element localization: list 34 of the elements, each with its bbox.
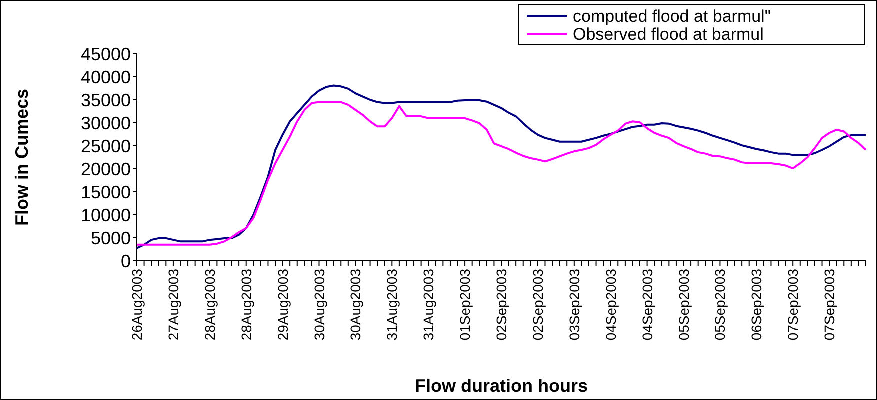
x-tick-label: 30Aug2003 (311, 268, 328, 341)
legend-label: computed flood at barmul" (573, 6, 771, 26)
y-tick-label: 45000 (80, 44, 131, 64)
x-tick-label: 05Sep2003 (676, 268, 692, 341)
y-tick-label: 40000 (80, 67, 131, 88)
x-tick-label: 05Sep2003 (712, 268, 728, 341)
x-tick-label: 27Aug2003 (165, 268, 182, 341)
legend-label: Observed flood at barmul (573, 24, 764, 44)
x-tick-label: 31Aug2003 (420, 268, 437, 341)
x-tick-label: 04Sep2003 (639, 268, 656, 341)
x-tick-label: 06Sep2003 (748, 268, 765, 341)
x-axis-title: Flow duration hours (415, 376, 588, 396)
x-tick-label: 30Aug2003 (348, 268, 364, 341)
y-tick-label: 5000 (90, 228, 131, 248)
x-tick-label: 03Sep2003 (566, 268, 582, 341)
y-tick-label: 35000 (80, 90, 131, 110)
y-tick-label: 25000 (80, 136, 131, 156)
x-tick-label: 04Sep2003 (602, 268, 619, 341)
x-tick-label: 02Sep2003 (494, 268, 510, 341)
y-tick-label: 20000 (80, 159, 131, 180)
y-axis-title: Flow in Cumecs (12, 88, 32, 226)
x-tick-label: 01Sep2003 (457, 268, 474, 341)
x-tick-label: 31Aug2003 (384, 268, 400, 341)
x-tick-label: 26Aug2003 (129, 268, 145, 341)
y-tick-label: 10000 (80, 205, 131, 226)
x-tick-label: 07Sep2003 (785, 268, 802, 341)
y-tick-label: 15000 (80, 182, 131, 202)
x-tick-label: 28Aug2003 (202, 268, 218, 341)
x-tick-label: 02Sep2003 (530, 268, 546, 341)
y-tick-label: 0 (120, 251, 131, 272)
x-tick-label: 29Aug2003 (274, 268, 291, 341)
x-tick-label: 07Sep2003 (822, 268, 838, 341)
y-tick-label: 30000 (80, 113, 131, 134)
x-tick-label: 28Aug2003 (238, 268, 254, 341)
